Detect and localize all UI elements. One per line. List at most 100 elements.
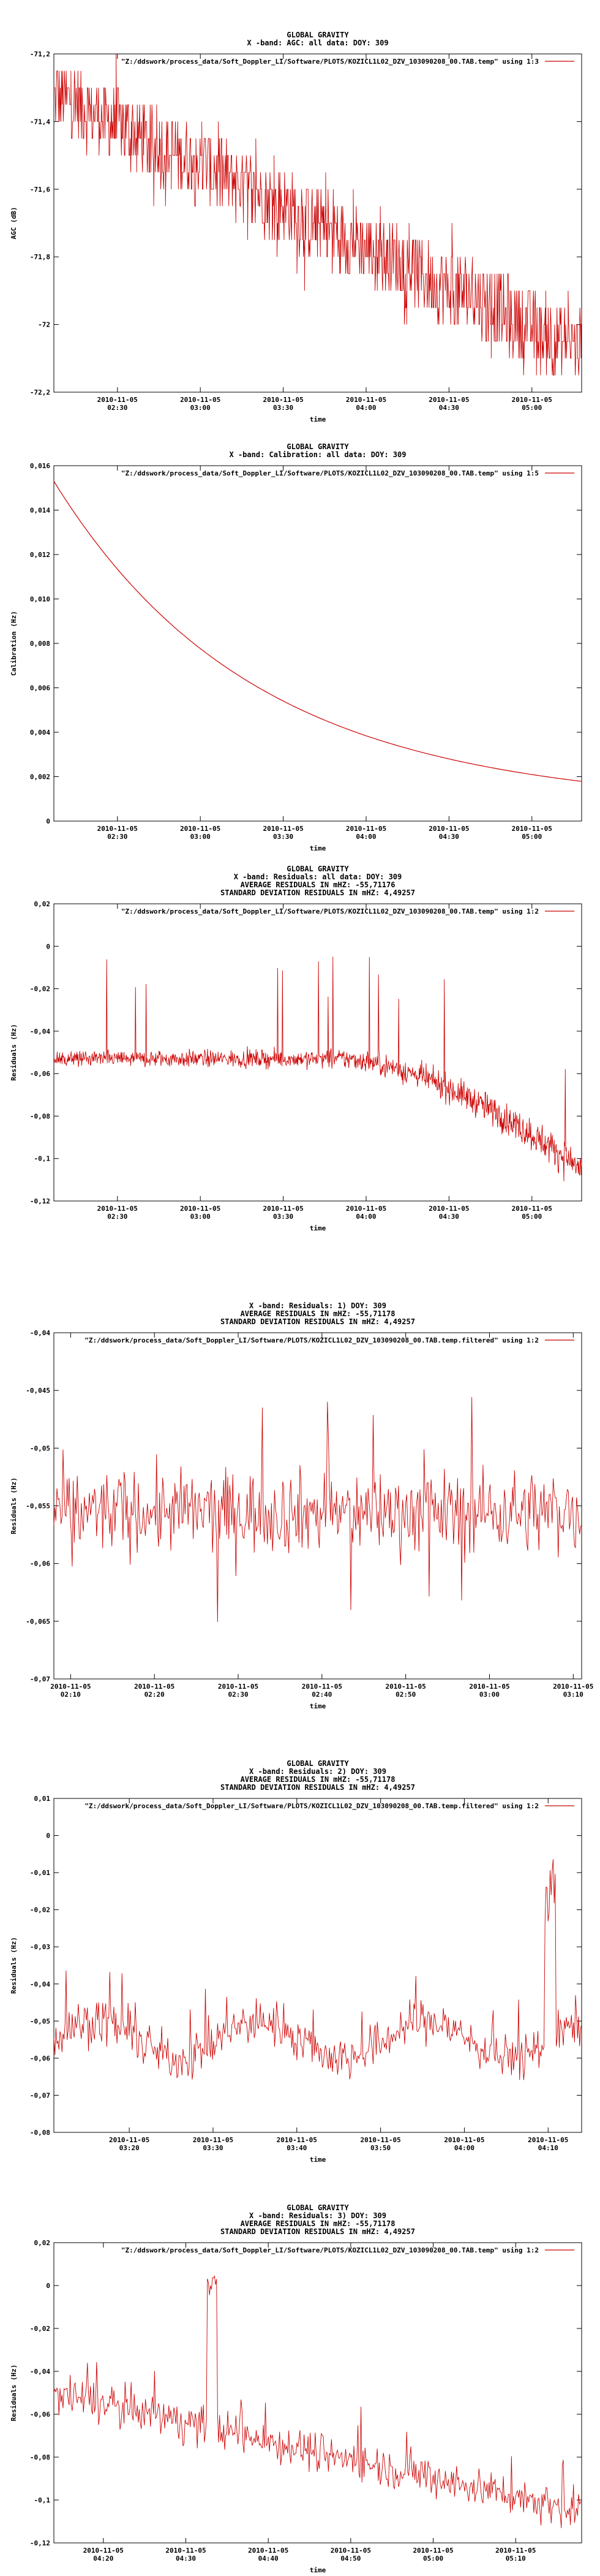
y-tick-label: 0 [46, 817, 50, 825]
x-tick-label: 03:40 [287, 2144, 307, 2152]
legend-entry: "Z:/ddswork/process_data/Soft_Doppler_LI… [84, 1802, 539, 1810]
y-tick-label: 0,004 [30, 729, 50, 737]
x-tick-label: 2010-11-05 [444, 2136, 484, 2144]
y-tick-label: 0,010 [30, 596, 50, 604]
x-tick-label: 2010-11-05 [495, 2547, 536, 2555]
y-tick-label: -72 [38, 321, 50, 329]
x-tick-label: 2010-11-05 [263, 396, 303, 404]
y-tick-label: -0,02 [30, 1906, 50, 1914]
plot-frame [53, 53, 582, 393]
x-tick-label: 04:00 [356, 404, 376, 412]
plot-frame [53, 1332, 582, 1680]
series-line [53, 481, 582, 782]
x-tick-label: 04:50 [340, 2555, 361, 2563]
x-tick-label: 03:20 [119, 2144, 140, 2152]
x-tick-label: 2010-11-05 [109, 2136, 149, 2144]
plot-frame [53, 465, 582, 822]
y-tick-label: -0,12 [30, 2539, 50, 2547]
x-axis-label: time [310, 415, 326, 423]
x-tick-label: 02:40 [312, 1691, 332, 1699]
x-tick-label: 2010-11-05 [512, 825, 552, 833]
y-tick-label: -0,08 [30, 2129, 50, 2137]
y-tick-label: -0,05 [30, 2017, 50, 2025]
series-line [54, 53, 582, 376]
y-tick-label: -71,4 [30, 118, 50, 126]
x-tick-label: 03:30 [273, 1213, 293, 1221]
series-line [53, 2275, 582, 2528]
y-tick-label: -0,01 [30, 1869, 50, 1877]
x-tick-label: 05:00 [522, 1213, 542, 1221]
x-tick-label: 02:10 [61, 1691, 81, 1699]
y-axis-label: Residuals (Hz) [10, 1937, 18, 1994]
plot-frame [53, 903, 582, 1202]
x-tick-label: 03:00 [190, 1213, 211, 1221]
y-tick-label: -0,05 [30, 1444, 50, 1452]
x-tick-label: 04:10 [538, 2144, 558, 2152]
chart-title-line: STANDARD DEVIATION RESIDUALS IN mHZ: 4,4… [220, 2227, 415, 2236]
chart-title-line: GLOBAL GRAVITY [287, 442, 349, 451]
y-tick-label: -0,04 [30, 1329, 50, 1337]
chart-title-line: STANDARD DEVIATION RESIDUALS IN mHZ: 4,4… [220, 1783, 415, 1792]
x-tick-label: 05:00 [522, 833, 542, 841]
x-tick-label: 2010-11-05 [97, 396, 138, 404]
x-tick-label: 2010-11-05 [469, 1683, 509, 1691]
chart-title-line: X -band: AGC: all data: DOY: 309 [247, 39, 388, 47]
y-tick-label: -0,1 [34, 2496, 51, 2504]
chart-title-line: X -band: Residuals: 1) DOY: 309 [249, 1301, 386, 1310]
x-tick-label: 02:30 [228, 1691, 248, 1699]
y-axis-label: Calibration (Hz) [10, 611, 18, 676]
x-tick-label: 2010-11-05 [180, 1205, 220, 1213]
x-tick-label: 2010-11-05 [331, 2547, 371, 2555]
x-tick-label: 2010-11-05 [512, 1205, 552, 1213]
y-tick-label: -0,07 [30, 2091, 50, 2099]
y-tick-label: -0,04 [30, 1028, 50, 1036]
x-tick-label: 2010-11-05 [429, 396, 469, 404]
legend-entry: "Z:/ddswork/process_data/Soft_Doppler_LI… [121, 58, 539, 66]
chart-title-line: GLOBAL GRAVITY [287, 2203, 349, 2212]
x-tick-label: 2010-11-05 [413, 2547, 453, 2555]
chart-title-line: AVERAGE RESIDUALS IN mHZ: -55,71176 [241, 881, 396, 889]
y-tick-label: 0,02 [34, 900, 51, 908]
x-tick-label: 04:30 [439, 833, 459, 841]
chart-title-line: GLOBAL GRAVITY [287, 31, 349, 39]
x-axis-label: time [310, 1702, 326, 1710]
x-tick-label: 2010-11-05 [180, 825, 220, 833]
x-tick-label: 2010-11-05 [193, 2136, 233, 2144]
x-tick-label: 2010-11-05 [248, 2547, 288, 2555]
y-tick-label: 0,016 [30, 462, 50, 470]
x-tick-label: 2010-11-05 [277, 2136, 317, 2144]
y-tick-label: -0,045 [26, 1387, 50, 1395]
x-tick-label: 2010-11-05 [386, 1683, 426, 1691]
y-tick-label: -0,07 [30, 1675, 50, 1683]
legend-entry: "Z:/ddswork/process_data/Soft_Doppler_LI… [121, 2246, 539, 2254]
x-tick-label: 2010-11-05 [302, 1683, 342, 1691]
legend-entry: "Z:/ddswork/process_data/Soft_Doppler_LI… [121, 469, 539, 477]
x-tick-label: 04:00 [454, 2144, 474, 2152]
x-tick-label: 2010-11-05 [218, 1683, 258, 1691]
x-tick-label: 2010-11-05 [346, 1205, 386, 1213]
x-tick-label: 2010-11-05 [346, 396, 386, 404]
x-tick-label: 04:30 [176, 2555, 196, 2563]
y-tick-label: -0,1 [34, 1155, 51, 1163]
x-tick-label: 2010-11-05 [180, 396, 220, 404]
x-tick-label: 05:10 [506, 2555, 526, 2563]
y-tick-label: -71,2 [30, 50, 50, 58]
y-tick-label: -0,06 [30, 2411, 50, 2419]
x-tick-label: 2010-11-05 [97, 1205, 138, 1213]
y-axis-label: AGC (dB) [10, 207, 18, 240]
x-tick-label: 2010-11-05 [528, 2136, 568, 2144]
x-tick-label: 04:20 [93, 2555, 113, 2563]
x-tick-label: 05:00 [423, 2555, 443, 2563]
y-tick-label: -71,8 [30, 253, 50, 261]
x-axis-label: time [310, 844, 326, 852]
chart-title-line: AVERAGE RESIDUALS IN mHZ: -55,71178 [241, 1309, 396, 1318]
x-tick-label: 2010-11-05 [165, 2547, 206, 2555]
series-line [53, 1396, 582, 1623]
series-line [53, 1859, 582, 2080]
